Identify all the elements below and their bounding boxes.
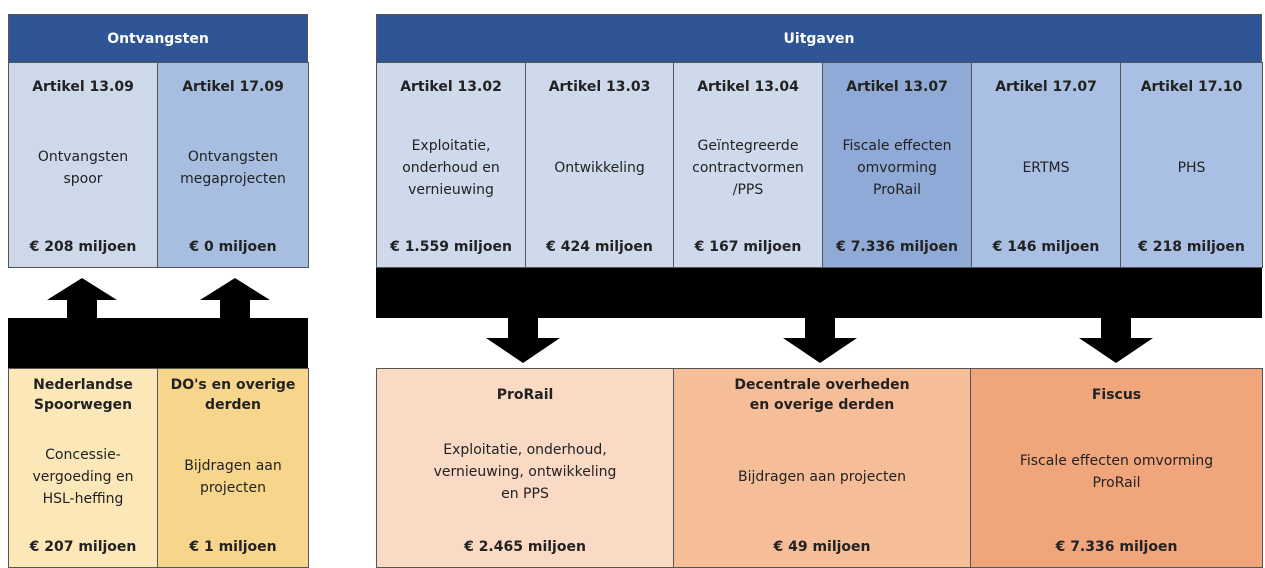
- description-line: contractvormen: [692, 160, 804, 176]
- description-line: Concessie-: [45, 447, 121, 463]
- header: Ontvangsten: [8, 14, 308, 63]
- description-line: omvorming: [857, 160, 937, 176]
- source-box: DO's en overige derden Bijdragen aan projec…: [157, 368, 309, 568]
- description-line: HSL-heffing: [42, 491, 124, 507]
- description-line: vernieuwing, ontwikkeling: [433, 464, 617, 480]
- article: Artikel 17.07: [995, 79, 1097, 95]
- article-box: Artikel 13.03 Ontwikkeling € 424 miljoen: [525, 62, 674, 268]
- article: Artikel 17.09: [182, 79, 284, 95]
- name-line: en overige derden: [749, 397, 895, 413]
- description-line: ProRail: [873, 182, 921, 198]
- source-box: Nederlandse Spoorwegen Concessie-vergoedin…: [8, 368, 158, 568]
- amount: € 146 miljoen: [992, 239, 1100, 255]
- description: Fiscale effecten omvorming ProRail: [843, 97, 952, 239]
- name-line: Fiscus: [1091, 387, 1142, 403]
- article-box: Artikel 13.02 Exploitatie, onderhoud en ver…: [376, 62, 526, 268]
- description: Ontwikkeling: [554, 97, 645, 239]
- arrow-down: [486, 318, 560, 363]
- description-line: Fiscale effecten: [842, 138, 952, 154]
- name: Nederlandse Spoorwegen: [33, 375, 133, 415]
- description-line: Ontvangsten: [187, 149, 279, 165]
- article: Artikel 13.04: [697, 79, 799, 95]
- name-line: Nederlandse: [33, 377, 133, 393]
- amount: € 424 miljoen: [546, 239, 653, 255]
- description-line: Ontwikkeling: [554, 160, 645, 176]
- amount: € 167 miljoen: [694, 239, 802, 255]
- description-line: vergoeding en: [32, 469, 134, 485]
- description-line: /PPS: [732, 182, 764, 198]
- description: Geïntegreerde contractvormen/PPS: [692, 97, 804, 239]
- description: PHS: [1178, 97, 1206, 239]
- amount: € 2.465 miljoen: [464, 539, 586, 555]
- amount: € 1 miljoen: [189, 539, 277, 555]
- description-line: vernieuwing: [408, 182, 494, 198]
- description: Exploitatie, onderhoud en vernieuwing: [402, 97, 500, 239]
- article-box: Artikel 17.10 PHS € 218 miljoen: [1120, 62, 1263, 268]
- amount: € 218 miljoen: [1138, 239, 1245, 255]
- arrow-down: [1079, 318, 1153, 363]
- amount: € 1.559 miljoen: [390, 239, 512, 255]
- article-box: Artikel 13.04 Geïntegreerde contractvormen…: [673, 62, 823, 268]
- article: Artikel 17.10: [1140, 79, 1243, 95]
- description: Ontvangsten megaprojecten: [180, 97, 286, 239]
- description-line: Ontvangsten: [37, 149, 129, 165]
- amount: € 207 miljoen: [29, 539, 137, 555]
- article-box: Artikel 13.09 Ontvangsten spoor € 208 miljo…: [8, 62, 158, 268]
- description-line: en PPS: [501, 486, 549, 502]
- description-line: megaprojecten: [180, 171, 286, 187]
- article-box: Artikel 13.07 Fiscale effecten omvorming Pr…: [822, 62, 972, 268]
- name: Fiscus: [1092, 385, 1141, 405]
- article: Artikel 13.07: [846, 79, 948, 95]
- name-line: derden: [205, 397, 261, 413]
- article-box: Artikel 17.09 Ontvangsten megaprojecten € 0…: [157, 62, 309, 268]
- arrow-down: [783, 318, 857, 363]
- description-line: Bijdragen aan projecten: [738, 469, 906, 485]
- amount: € 7.336 miljoen: [836, 239, 958, 255]
- description-line: onderhoud en: [402, 160, 500, 176]
- band: [376, 268, 1262, 318]
- name-line: DO's en overige: [170, 377, 296, 393]
- name: Decentrale overheden en overige derden: [734, 375, 909, 415]
- header: Uitgaven: [376, 14, 1262, 63]
- description-line: spoor: [63, 171, 103, 187]
- amount: € 208 miljoen: [29, 239, 137, 255]
- recipient-box: Fiscus Fiscale effecten omvorming ProRail €…: [970, 368, 1263, 568]
- description: ERTMS: [1022, 97, 1069, 239]
- description: Bijdragen aan projecten: [738, 415, 906, 539]
- description: Ontvangsten spoor: [38, 97, 128, 239]
- description-line: Exploitatie,: [411, 138, 491, 154]
- amount: € 7.336 miljoen: [1055, 539, 1178, 555]
- name-line: ProRail: [496, 387, 554, 403]
- amount: € 0 miljoen: [189, 239, 277, 255]
- name-line: Spoorwegen: [33, 397, 133, 413]
- description-line: PHS: [1177, 160, 1206, 176]
- article: Artikel 13.03: [548, 79, 651, 95]
- arrow-up: [47, 278, 117, 318]
- description-line: projecten: [199, 480, 267, 496]
- description: Fiscale effecten omvorming ProRail: [1020, 405, 1213, 539]
- description-line: Geïntegreerde: [697, 138, 799, 154]
- name: DO's en overige derden: [171, 375, 296, 415]
- recipient-box: Decentrale overheden en overige derden Bij…: [673, 368, 971, 568]
- article-box: Artikel 17.07 ERTMS € 146 miljoen: [971, 62, 1121, 268]
- description-line: ERTMS: [1022, 160, 1070, 176]
- description: Bijdragen aan projecten: [184, 415, 281, 539]
- article: Artikel 13.02: [400, 79, 502, 95]
- description-line: Bijdragen aan: [184, 458, 282, 474]
- name-line: Decentrale overheden: [734, 377, 910, 393]
- description-line: Exploitatie, onderhoud,: [443, 442, 607, 458]
- description: Exploitatie, onderhoud, vernieuwing, ontw…: [434, 405, 617, 539]
- article: Artikel 13.09: [32, 79, 134, 95]
- amount: € 49 miljoen: [773, 539, 871, 555]
- recipient-box: ProRail Exploitatie, onderhoud, vernieuwin…: [376, 368, 674, 568]
- description: Concessie-vergoeding en HSL-heffing: [33, 415, 134, 539]
- band: [8, 318, 308, 368]
- arrow-up: [200, 278, 270, 318]
- name: ProRail: [497, 385, 554, 405]
- description-line: Fiscale effecten omvorming: [1019, 453, 1214, 469]
- description-line: ProRail: [1092, 475, 1141, 491]
